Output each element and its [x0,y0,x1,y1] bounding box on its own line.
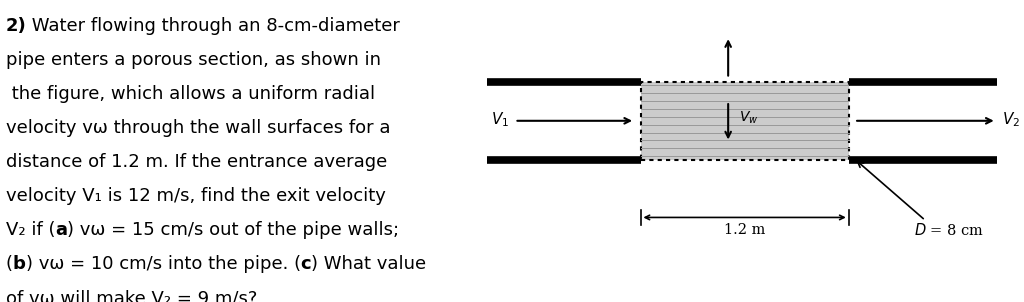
Text: c: c [301,255,311,274]
Text: 1.2 m: 1.2 m [724,223,765,237]
Text: 2): 2) [6,17,27,35]
Text: ) vω = 15 cm/s out of the pipe walls;: ) vω = 15 cm/s out of the pipe walls; [68,221,399,239]
Text: distance of 1.2 m. If the entrance average: distance of 1.2 m. If the entrance avera… [6,153,387,171]
Text: Water flowing through an 8-cm-diameter: Water flowing through an 8-cm-diameter [27,17,400,35]
Bar [641,82,849,160]
Text: velocity vω through the wall surfaces for a: velocity vω through the wall surfaces fo… [6,119,390,137]
Text: b: b [12,255,26,274]
Text: (: ( [6,255,12,274]
Text: $V_1$: $V_1$ [490,110,509,129]
Text: $V_2$: $V_2$ [1002,110,1020,129]
Text: a: a [55,221,68,239]
Text: ) vω = 10 cm/s into the pipe. (: ) vω = 10 cm/s into the pipe. ( [26,255,301,274]
Text: of vω will make V₂ = 9 m/s?: of vω will make V₂ = 9 m/s? [6,290,257,302]
Text: pipe enters a porous section, as shown in: pipe enters a porous section, as shown i… [6,51,381,69]
Text: $V_w$: $V_w$ [739,110,759,126]
Text: ) What value: ) What value [311,255,426,274]
Text: velocity V₁ is 12 m/s, find the exit velocity: velocity V₁ is 12 m/s, find the exit vel… [6,187,386,205]
Text: V₂ if (: V₂ if ( [6,221,55,239]
Text: $D$ = 8 cm: $D$ = 8 cm [914,222,985,237]
Text: the figure, which allows a uniform radial: the figure, which allows a uniform radia… [6,85,375,103]
